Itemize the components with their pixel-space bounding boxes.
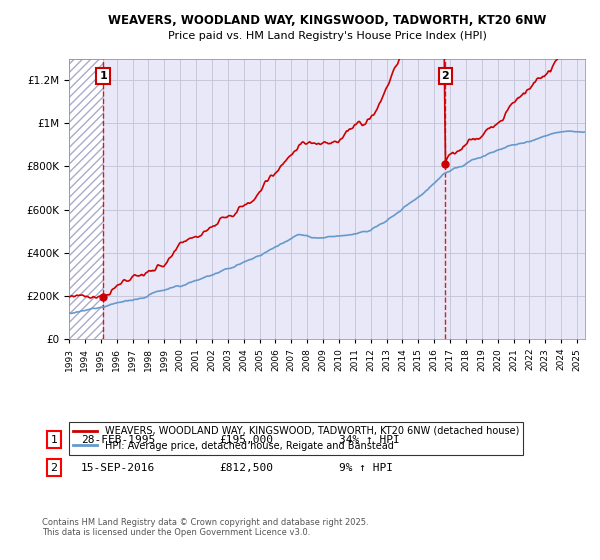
Text: Contains HM Land Registry data © Crown copyright and database right 2025.
This d: Contains HM Land Registry data © Crown c… — [42, 518, 368, 538]
Text: 28-FEB-1995: 28-FEB-1995 — [81, 435, 155, 445]
Text: 1: 1 — [50, 435, 58, 445]
Text: 15-SEP-2016: 15-SEP-2016 — [81, 463, 155, 473]
Text: 9% ↑ HPI: 9% ↑ HPI — [339, 463, 393, 473]
Text: WEAVERS, WOODLAND WAY, KINGSWOOD, TADWORTH, KT20 6NW: WEAVERS, WOODLAND WAY, KINGSWOOD, TADWOR… — [108, 14, 546, 27]
Text: 34% ↑ HPI: 34% ↑ HPI — [339, 435, 400, 445]
Bar — [69, 59, 103, 339]
Text: 2: 2 — [442, 71, 449, 81]
Text: £195,000: £195,000 — [219, 435, 273, 445]
Bar — [69, 59, 103, 339]
Legend: WEAVERS, WOODLAND WAY, KINGSWOOD, TADWORTH, KT20 6NW (detached house), HPI: Aver: WEAVERS, WOODLAND WAY, KINGSWOOD, TADWOR… — [69, 422, 523, 455]
Text: £812,500: £812,500 — [219, 463, 273, 473]
Text: 1: 1 — [99, 71, 107, 81]
Text: 2: 2 — [50, 463, 58, 473]
Text: Price paid vs. HM Land Registry's House Price Index (HPI): Price paid vs. HM Land Registry's House … — [167, 31, 487, 41]
